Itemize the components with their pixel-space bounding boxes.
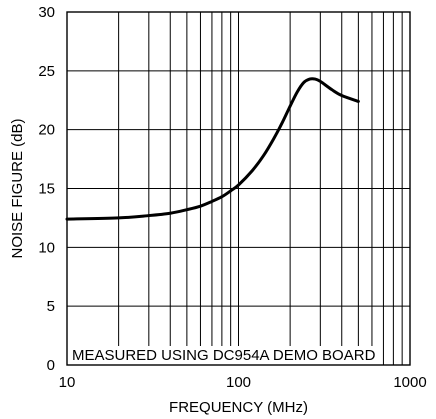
- y-tick-label: 15: [38, 181, 55, 198]
- y-axis-title: NOISE FIGURE (dB): [9, 118, 26, 258]
- y-tick-label: 0: [47, 357, 55, 374]
- y-tick-label: 30: [38, 4, 55, 21]
- grid: [67, 12, 410, 365]
- x-axis-title: FREQUENCY (MHz): [169, 399, 308, 416]
- x-tick-label: 100: [226, 374, 251, 391]
- series-layer: [65, 77, 360, 221]
- y-tick-label: 10: [38, 239, 55, 256]
- series-line: [65, 77, 360, 221]
- y-tick-label: 5: [47, 298, 55, 315]
- x-tick-labels: 10 100 1000: [59, 374, 427, 391]
- annotation-background: [68, 346, 380, 365]
- y-tick-label: 20: [38, 122, 55, 139]
- x-tick-label: 1000: [393, 374, 426, 391]
- annotation-text: MEASURED USING DC954A DEMO BOARD: [72, 347, 376, 364]
- annotation-layer: MEASURED USING DC954A DEMO BOARD: [68, 346, 380, 365]
- y-tick-label: 25: [38, 63, 55, 80]
- y-tick-labels: 0 5 10 15 20 25 30: [38, 4, 55, 374]
- x-tick-label: 10: [59, 374, 76, 391]
- plot-frame: [66, 11, 411, 366]
